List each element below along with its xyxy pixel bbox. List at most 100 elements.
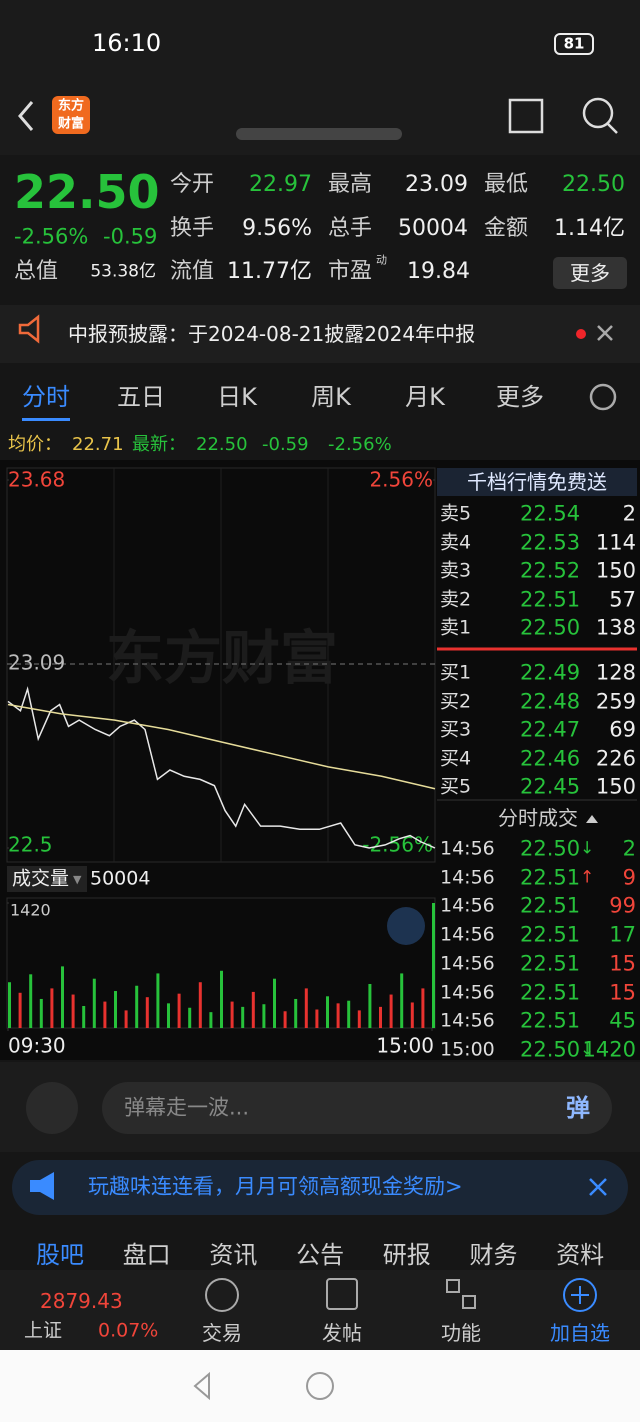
book-price: 22.53 bbox=[520, 530, 581, 554]
trade-price: 22.50 bbox=[520, 836, 581, 861]
stat-label: 换手 bbox=[170, 216, 215, 241]
index-change: 0.07% bbox=[98, 1319, 159, 1342]
danmaku-input[interactable] bbox=[102, 1082, 612, 1134]
volume-bar bbox=[347, 1000, 351, 1028]
volume-bar bbox=[103, 1001, 107, 1028]
book-volume: 128 bbox=[595, 660, 636, 685]
banner-close[interactable] bbox=[589, 1178, 607, 1196]
stat-label: 总值 bbox=[14, 259, 59, 284]
volume-bar bbox=[283, 1011, 287, 1028]
home-button[interactable] bbox=[306, 1372, 334, 1400]
price-line bbox=[7, 686, 436, 849]
book-label: 卖3 bbox=[440, 559, 472, 582]
more-button-label: 更多 bbox=[570, 261, 610, 285]
tab: 月K bbox=[405, 383, 445, 411]
tab: 周K bbox=[311, 383, 351, 411]
logo-text: 东方 bbox=[57, 98, 85, 114]
last-value: 22.50 bbox=[196, 434, 248, 455]
trade-price: 22.51 bbox=[520, 1008, 581, 1033]
logo-text: 财富 bbox=[57, 116, 85, 132]
back-button[interactable] bbox=[193, 1371, 210, 1401]
trade-time: 14:56 bbox=[440, 837, 495, 860]
stat-value: 50004 bbox=[398, 216, 468, 241]
volume-bar bbox=[400, 973, 404, 1028]
clock: 16:10 bbox=[92, 29, 162, 57]
volume-bar bbox=[198, 982, 202, 1028]
expand-button[interactable] bbox=[387, 907, 425, 945]
y-tick-label: 1420 bbox=[10, 901, 51, 920]
book-volume: 114 bbox=[595, 530, 636, 554]
add-icon-plus bbox=[571, 1286, 589, 1304]
book-volume: 69 bbox=[609, 717, 636, 742]
func-icon bbox=[446, 1279, 460, 1293]
more-button[interactable] bbox=[553, 257, 627, 289]
volume-bar bbox=[177, 993, 181, 1028]
volume-bar bbox=[304, 988, 308, 1028]
volume-bar bbox=[421, 988, 425, 1028]
book-price: 22.52 bbox=[520, 558, 581, 583]
trade-volume: 9 bbox=[622, 865, 636, 890]
trade-price: 22.51 bbox=[520, 865, 581, 890]
volume-bar bbox=[124, 1010, 128, 1028]
func-icon bbox=[462, 1295, 476, 1309]
stat-badge: 动 bbox=[376, 253, 387, 267]
book-volume: 226 bbox=[595, 746, 636, 770]
volume-bar bbox=[92, 978, 96, 1028]
stat-label: 最低 bbox=[484, 172, 529, 197]
danmaku-placeholder: 弹幕走一波... bbox=[124, 1095, 250, 1120]
book-price: 22.51 bbox=[520, 587, 581, 611]
settings-icon[interactable] bbox=[589, 383, 617, 411]
volume-bar bbox=[29, 974, 33, 1028]
book-label: 卖5 bbox=[440, 502, 472, 525]
volume-bar bbox=[315, 1009, 319, 1028]
trade-volume: 15 bbox=[609, 951, 636, 976]
volume-bar bbox=[209, 1012, 213, 1028]
close-icon[interactable] bbox=[597, 325, 613, 341]
stat-value: 19.84 bbox=[407, 259, 470, 284]
search-icon[interactable] bbox=[582, 97, 614, 129]
book-price: 22.46 bbox=[520, 746, 581, 770]
watermark: 东方财富 bbox=[106, 624, 338, 692]
danmaku-icon[interactable] bbox=[26, 1082, 78, 1134]
volume-bar bbox=[389, 994, 393, 1028]
stat-label: 最高 bbox=[328, 172, 373, 197]
volume-bar bbox=[262, 1004, 266, 1028]
y-tick-label: 22.5 bbox=[8, 833, 53, 857]
tab: 更多 bbox=[496, 383, 544, 411]
volume-caret: ▼ bbox=[73, 873, 82, 886]
volume-selector[interactable] bbox=[7, 866, 87, 892]
detail-tab: 资料 bbox=[556, 1241, 605, 1269]
stat-value: 23.09 bbox=[405, 172, 468, 197]
chart-panel bbox=[0, 460, 640, 1060]
index-name: 上证 bbox=[24, 1319, 63, 1342]
share-icon[interactable] bbox=[508, 98, 544, 134]
book-volume: 259 bbox=[595, 689, 636, 713]
banner[interactable] bbox=[12, 1160, 628, 1215]
nav-item[interactable]: 交易 bbox=[202, 1321, 242, 1345]
volume-bar bbox=[336, 1003, 340, 1028]
volume-bar bbox=[294, 998, 298, 1028]
trade-price: 22.51 bbox=[520, 951, 581, 976]
book-volume: 150 bbox=[595, 774, 636, 799]
volume-bar bbox=[188, 1007, 192, 1028]
last-label: 最新： bbox=[132, 434, 186, 455]
trade-arrow: ↓ bbox=[580, 838, 595, 859]
trade-volume: 1420 bbox=[582, 1037, 636, 1062]
battery-icon bbox=[554, 33, 594, 55]
volume-bar bbox=[220, 970, 223, 1028]
trade-volume: 15 bbox=[609, 980, 636, 1004]
volume-bar bbox=[379, 1006, 382, 1028]
nav-item[interactable]: 加自选 bbox=[550, 1321, 610, 1345]
book-price: 22.54 bbox=[520, 501, 581, 526]
stat-value: 22.50 bbox=[562, 172, 625, 197]
nav-item[interactable]: 发帖 bbox=[322, 1321, 362, 1345]
stat-value: 22.97 bbox=[249, 172, 312, 197]
trade-time: 14:56 bbox=[440, 923, 495, 946]
trade-time: 14:56 bbox=[440, 981, 495, 1003]
book-price: 22.47 bbox=[520, 717, 581, 742]
back-icon[interactable] bbox=[18, 101, 34, 131]
tab: 五日 bbox=[117, 383, 165, 411]
detail-tab: 研报 bbox=[382, 1241, 431, 1269]
nav-item[interactable]: 功能 bbox=[441, 1321, 481, 1345]
volume-bar bbox=[230, 1001, 234, 1028]
